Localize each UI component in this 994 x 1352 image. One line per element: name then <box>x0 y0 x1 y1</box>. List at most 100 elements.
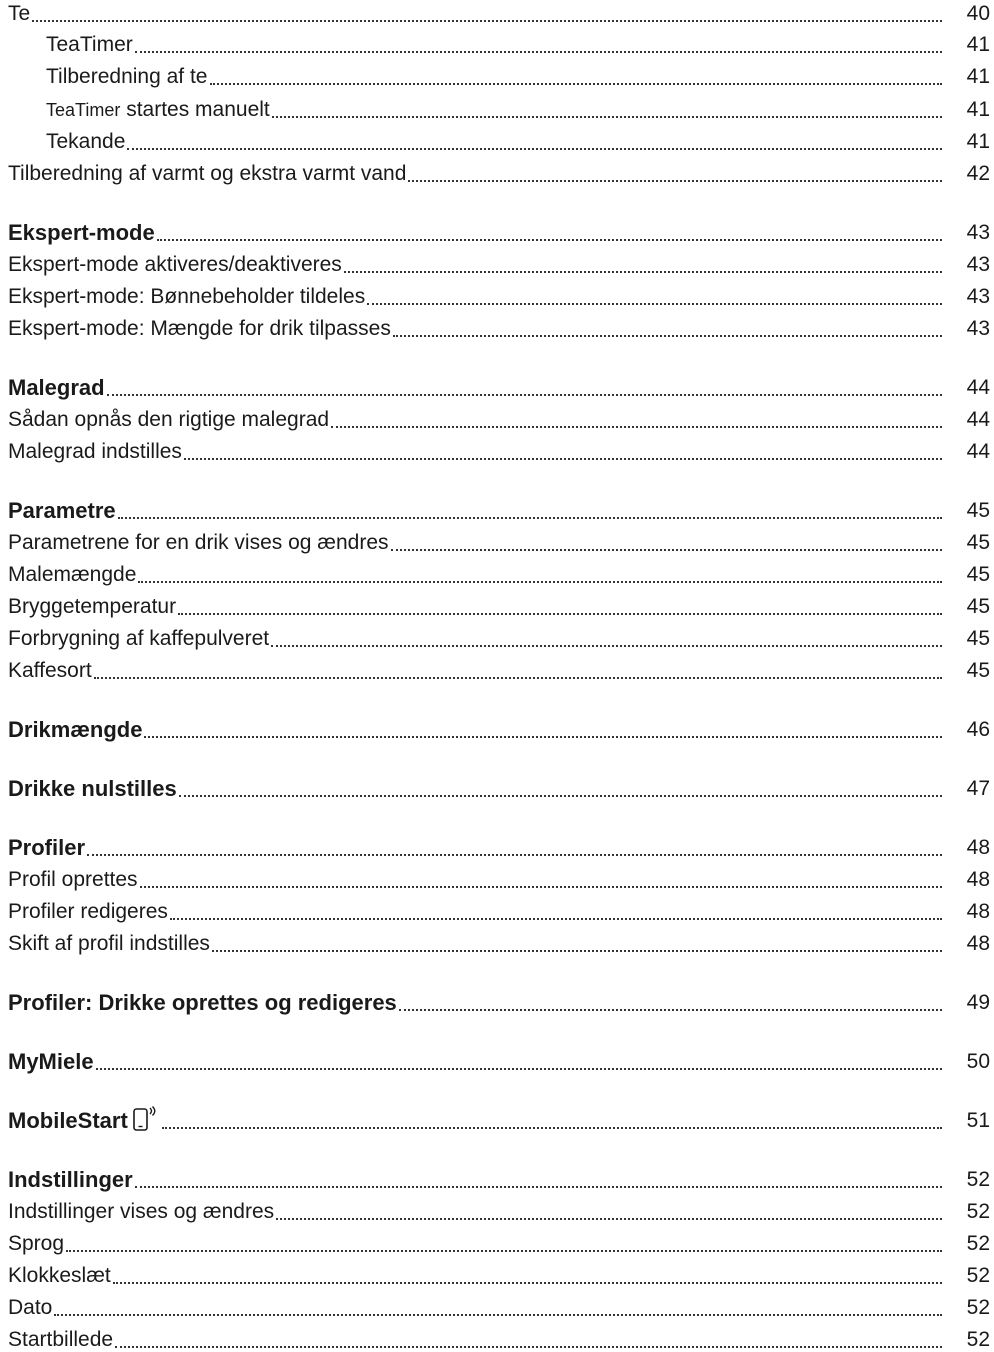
toc-entry-title: Ekspert-mode aktiveres/deaktiveres <box>8 253 342 276</box>
toc-page-number: 43 <box>966 285 990 308</box>
toc-entry-title: Forbrygning af kaffepulveret <box>8 627 270 650</box>
toc-page-number: 49 <box>966 991 990 1014</box>
toc-entry[interactable]: Ekspert-mode: Mængde for drik tilpasses 4… <box>8 311 990 341</box>
toc-entry[interactable]: Profiler redigeres 48 <box>8 894 990 924</box>
toc-entry-title: Bryggetemperatur <box>8 595 177 618</box>
toc-entry[interactable]: MobileStart 51 <box>8 1103 990 1133</box>
toc-page-number: 45 <box>966 563 990 586</box>
toc-entry[interactable]: Skift af profil indstilles 48 <box>8 926 990 956</box>
toc-page-number: 45 <box>966 499 990 522</box>
toc-entry[interactable]: MyMiele 50 <box>8 1044 990 1074</box>
toc-page-number: 48 <box>966 932 990 955</box>
mobile-phone-icon <box>132 1106 156 1131</box>
toc-entry[interactable]: Malegrad 44 <box>8 370 990 400</box>
toc-leader-dots <box>134 1186 942 1188</box>
toc-leader-dots <box>95 1068 942 1070</box>
toc-page-number: 41 <box>966 65 990 88</box>
toc-leader-dots <box>211 950 942 952</box>
toc-page-number: 50 <box>966 1050 990 1073</box>
toc-entry-title: Indstillinger <box>8 1167 133 1192</box>
toc-entry-title: Kaffesort <box>8 659 92 682</box>
toc-entry-title: Tilberedning af te <box>46 65 208 88</box>
toc-leader-dots <box>112 1282 942 1284</box>
toc-entry[interactable]: TeaTimer startes manuelt 41 <box>46 92 990 122</box>
toc-entry[interactable]: Indstillinger 52 <box>8 1162 990 1192</box>
toc-leader-dots <box>178 795 942 797</box>
toc-entry[interactable]: TeaTimer 41 <box>46 27 990 57</box>
toc-leader-dots <box>117 517 942 519</box>
toc-leader-dots <box>106 394 942 396</box>
toc-page-number: 45 <box>966 531 990 554</box>
toc-leader-dots <box>398 1009 942 1011</box>
toc-entry[interactable]: Tilberedning af te 41 <box>46 59 990 89</box>
toc-page-number: 44 <box>966 376 990 399</box>
toc-leader-dots <box>271 116 942 118</box>
toc-entry[interactable]: Ekspert-mode 43 <box>8 215 990 245</box>
toc-entry[interactable]: Bryggetemperatur 45 <box>8 589 990 619</box>
toc-entry-title: Startbillede <box>8 1328 114 1351</box>
toc-entry[interactable]: Profiler 48 <box>8 830 990 860</box>
toc-entry[interactable]: Ekspert-mode: Bønnebeholder tildeles 43 <box>8 279 990 309</box>
toc-leader-dots <box>134 51 942 53</box>
toc-leader-dots <box>408 180 942 182</box>
toc-entry[interactable]: Profiler: Drikke oprettes og redigeres 49 <box>8 985 990 1015</box>
toc-entry-title: Malegrad <box>8 375 105 400</box>
toc-leader-dots <box>93 677 942 679</box>
toc-entry-title: Profil oprettes <box>8 868 138 891</box>
toc-entry[interactable]: Profil oprettes 48 <box>8 862 990 892</box>
toc-entry[interactable]: Sådan opnås den rigtige malegrad 44 <box>8 402 990 432</box>
toc-entry[interactable]: Parametrene for en drik vises og ændres 4… <box>8 525 990 555</box>
toc-entry-title: Dato <box>8 1296 53 1319</box>
toc-leader-dots <box>331 426 942 428</box>
toc-leader-dots <box>367 303 942 305</box>
toc-leader-dots <box>390 549 942 551</box>
toc-entry-title: Parametre <box>8 498 116 523</box>
toc-entry-title: Sådan opnås den rigtige malegrad <box>8 408 330 431</box>
toc-entry[interactable]: Sprog 52 <box>8 1226 990 1256</box>
toc-page-number: 47 <box>966 777 990 800</box>
toc-entry[interactable]: Ekspert-mode aktiveres/deaktiveres 43 <box>8 247 990 277</box>
toc-entry[interactable]: Drikke nulstilles 47 <box>8 771 990 801</box>
toc-entry-title: TeaTimer startes manuelt <box>46 98 270 121</box>
toc-page-number: 44 <box>966 408 990 431</box>
toc-entry-title: Profiler redigeres <box>8 900 168 923</box>
toc-entry-title: Sprog <box>8 1232 65 1255</box>
toc-entry[interactable]: Dato 52 <box>8 1290 990 1320</box>
toc-entry[interactable]: Startbillede 52 <box>8 1322 990 1352</box>
toc-page-number: 48 <box>966 900 990 923</box>
table-of-contents: Te 40 TeaTimer 41 Tilberedning af te 41 TeaTim… <box>8 0 990 1351</box>
toc-leader-dots <box>139 886 942 888</box>
toc-leader-dots <box>178 613 942 615</box>
toc-entry[interactable]: Drikmængde 46 <box>8 712 990 742</box>
toc-entry-title: Klokkeslæt <box>8 1264 111 1287</box>
toc-page-number: 46 <box>966 718 990 741</box>
toc-leader-dots <box>392 335 942 337</box>
toc-page-number: 48 <box>966 836 990 859</box>
toc-entry[interactable]: Malegrad indstilles 44 <box>8 434 990 464</box>
toc-page-number: 41 <box>966 33 990 56</box>
toc-entry-title: Ekspert-mode: Bønnebeholder tildeles <box>8 285 366 308</box>
toc-leader-dots <box>32 20 942 22</box>
toc-leader-dots <box>271 645 942 647</box>
toc-entry-title: Ekspert-mode <box>8 220 155 245</box>
toc-entry[interactable]: Kaffesort 45 <box>8 653 990 683</box>
toc-entry[interactable]: Parametre 45 <box>8 493 990 523</box>
toc-leader-dots <box>127 148 942 150</box>
toc-entry[interactable]: Tilberedning af varmt og ekstra varmt va… <box>8 156 990 186</box>
toc-entry-title: Profiler: Drikke oprettes og redigeres <box>8 990 397 1015</box>
toc-page-number: 52 <box>966 1232 990 1255</box>
toc-entry[interactable]: Malemængde 45 <box>8 557 990 587</box>
toc-entry[interactable]: Indstillinger vises og ændres 52 <box>8 1194 990 1224</box>
toc-entry[interactable]: Forbrygning af kaffepulveret 45 <box>8 621 990 651</box>
toc-page-number: 52 <box>966 1328 990 1351</box>
toc-entry[interactable]: Tekande 41 <box>46 124 990 154</box>
toc-leader-dots <box>54 1314 942 1316</box>
toc-page-number: 52 <box>966 1200 990 1223</box>
toc-entry[interactable]: Klokkeslæt 52 <box>8 1258 990 1288</box>
toc-entry-title: Tekande <box>46 130 126 153</box>
toc-entry[interactable]: Te 40 <box>8 0 990 26</box>
toc-leader-dots <box>343 271 942 273</box>
toc-entry-title: Malemængde <box>8 563 137 586</box>
toc-page-number: 51 <box>966 1109 990 1132</box>
toc-leader-dots <box>66 1250 942 1252</box>
